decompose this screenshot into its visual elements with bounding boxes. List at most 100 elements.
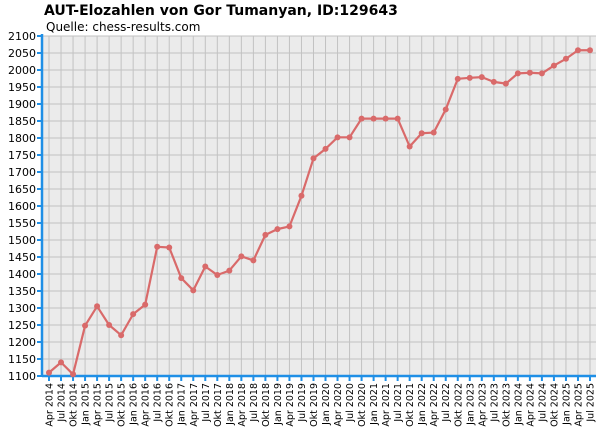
- y-tick-label: 1400: [8, 268, 36, 281]
- chart-subtitle: Quelle: chess-results.com: [46, 20, 200, 34]
- data-point: [526, 69, 533, 76]
- data-point: [322, 145, 329, 152]
- x-tick-label: Apr 2018: [237, 383, 248, 427]
- y-tick-label: 1450: [8, 251, 36, 264]
- y-tick-label: 1300: [8, 302, 36, 315]
- y-tick-label: 1200: [8, 336, 36, 349]
- data-point: [490, 78, 497, 85]
- data-point: [587, 47, 593, 54]
- x-tick-label: Jul 2015: [105, 383, 116, 423]
- grid-lines: [42, 35, 596, 377]
- x-tick-label: Jan 2019: [273, 383, 284, 426]
- y-axis-ticks: 1100 1150 1200 1250 1300 1350 1400 1450 1500 1550…: [8, 30, 42, 383]
- data-point: [502, 80, 509, 87]
- y-tick-label: 2050: [8, 47, 36, 60]
- x-tick-label: Jul 2019: [297, 383, 308, 423]
- data-point: [226, 267, 233, 274]
- data-point: [46, 369, 52, 376]
- x-tick-label: Apr 2024: [525, 383, 536, 427]
- data-point: [478, 74, 485, 81]
- x-tick-label: Jul 2025: [586, 383, 597, 423]
- data-point: [334, 134, 341, 141]
- x-tick-label: Apr 2025: [573, 383, 584, 427]
- x-tick-label: Jul 2022: [441, 383, 452, 423]
- x-tick-label: Jul 2017: [201, 383, 212, 423]
- x-tick-label: Jan 2016: [129, 383, 140, 426]
- x-tick-label: Okt 2023: [501, 383, 512, 427]
- y-tick-label: 1550: [8, 217, 36, 230]
- x-tick-label: Okt 2016: [165, 383, 176, 427]
- y-tick-label: 1650: [8, 183, 36, 196]
- data-point: [370, 115, 377, 122]
- x-tick-label: Apr 2016: [141, 383, 152, 427]
- x-tick-label: Jul 2023: [489, 383, 500, 423]
- data-point: [466, 74, 473, 81]
- x-tick-label: Jul 2018: [249, 383, 260, 423]
- y-tick-label: 1900: [8, 98, 36, 111]
- y-tick-label: 1750: [8, 149, 36, 162]
- data-point: [286, 223, 293, 230]
- x-tick-label: Jul 2021: [393, 383, 404, 423]
- data-point: [454, 75, 461, 82]
- x-tick-label: Okt 2024: [549, 383, 560, 427]
- data-point: [418, 130, 425, 137]
- x-tick-label: Jan 2015: [81, 383, 92, 426]
- data-point: [118, 332, 125, 339]
- x-tick-label: Okt 2020: [357, 383, 368, 427]
- data-point: [538, 70, 545, 77]
- x-tick-label: Jan 2022: [417, 383, 428, 426]
- x-tick-label: Jan 2020: [321, 383, 332, 426]
- x-tick-label: Apr 2023: [477, 383, 488, 427]
- y-tick-label: 1850: [8, 115, 36, 128]
- data-point: [166, 244, 173, 251]
- series-line: [48, 49, 590, 376]
- y-tick-label: 1250: [8, 319, 36, 332]
- data-point: [514, 70, 521, 77]
- data-point: [430, 129, 437, 136]
- data-point: [346, 134, 353, 141]
- series-layer: [46, 47, 593, 378]
- data-point: [406, 143, 413, 150]
- data-point: [550, 62, 557, 69]
- data-point: [70, 371, 77, 378]
- data-point: [94, 303, 101, 310]
- data-point: [142, 301, 149, 308]
- data-point: [202, 263, 209, 270]
- x-tick-label: Jan 2018: [225, 383, 236, 426]
- x-tick-label: Apr 2021: [381, 383, 392, 427]
- data-point: [250, 257, 257, 264]
- x-tick-label: Jul 2014: [57, 383, 68, 423]
- x-tick-label: Apr 2017: [189, 383, 200, 427]
- x-tick-label: Okt 2022: [453, 383, 464, 427]
- x-tick-label: Jan 2023: [465, 383, 476, 426]
- x-tick-label: Apr 2019: [285, 383, 296, 427]
- data-point: [214, 272, 221, 279]
- y-tick-label: 1600: [8, 200, 36, 213]
- y-tick-label: 1100: [8, 370, 36, 383]
- x-axis-ticks: Apr 2014 Jul 2014 Okt 2014 Jan 2015 Apr 2015…: [45, 376, 597, 427]
- data-point: [82, 322, 89, 329]
- data-point: [562, 55, 569, 62]
- data-point: [238, 253, 245, 260]
- x-tick-label: Okt 2015: [117, 383, 128, 427]
- data-point: [574, 47, 581, 54]
- x-tick-label: Jan 2024: [513, 383, 524, 426]
- y-tick-label: 1350: [8, 285, 36, 298]
- x-tick-label: Jan 2021: [369, 383, 380, 426]
- data-point: [178, 275, 185, 282]
- x-tick-label: Jul 2016: [153, 383, 164, 423]
- y-tick-label: 1800: [8, 132, 36, 145]
- x-tick-label: Okt 2021: [405, 383, 416, 427]
- data-point: [442, 106, 449, 113]
- data-point: [190, 287, 197, 294]
- x-tick-label: Jul 2020: [345, 383, 356, 423]
- y-tick-label: 2000: [8, 64, 36, 77]
- data-point: [58, 359, 65, 366]
- x-tick-label: Jul 2024: [537, 383, 548, 423]
- x-tick-label: Okt 2018: [261, 383, 272, 427]
- data-point: [274, 226, 281, 233]
- data-point: [394, 115, 401, 122]
- chart-title: AUT-Elozahlen von Gor Tumanyan, ID:12964…: [44, 3, 398, 19]
- x-tick-label: Apr 2014: [45, 383, 56, 427]
